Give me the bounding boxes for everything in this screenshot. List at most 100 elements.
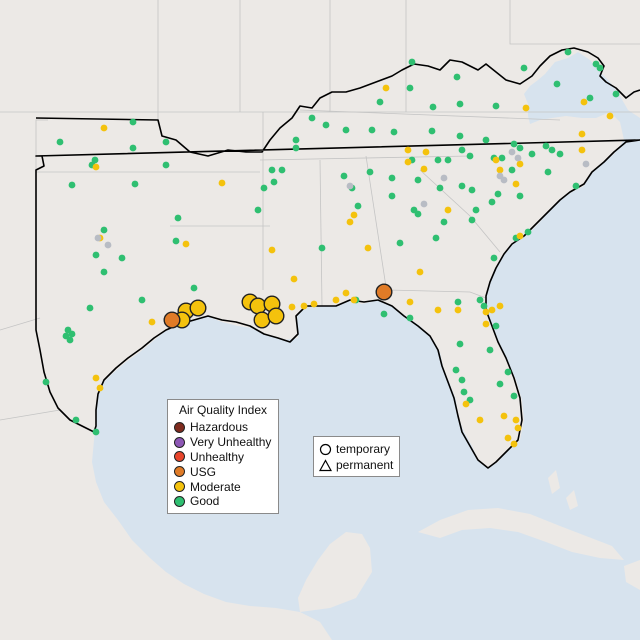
- station-marker[interactable]: [516, 232, 524, 240]
- station-marker[interactable]: [524, 228, 532, 236]
- station-marker[interactable]: [422, 148, 430, 156]
- station-marker[interactable]: [174, 214, 182, 222]
- station-marker[interactable]: [612, 90, 620, 98]
- station-marker[interactable]: [514, 424, 522, 432]
- station-marker[interactable]: [288, 303, 296, 311]
- station-marker[interactable]: [444, 156, 452, 164]
- station-marker[interactable]: [520, 64, 528, 72]
- station-marker[interactable]: [406, 84, 414, 92]
- station-marker[interactable]: [504, 434, 512, 442]
- station-marker[interactable]: [100, 226, 108, 234]
- station-marker[interactable]: [482, 136, 490, 144]
- station-marker[interactable]: [366, 168, 374, 176]
- station-marker[interactable]: [388, 174, 396, 182]
- station-marker[interactable]: [100, 268, 108, 276]
- station-marker[interactable]: [129, 144, 137, 152]
- station-marker[interactable]: [516, 144, 524, 152]
- station-marker[interactable]: [586, 94, 594, 102]
- station-marker[interactable]: [429, 103, 437, 111]
- station-marker[interactable]: [454, 306, 462, 314]
- station-marker[interactable]: [308, 114, 316, 122]
- station-marker[interactable]: [96, 384, 104, 392]
- station-marker[interactable]: [406, 298, 414, 306]
- station-marker[interactable]: [572, 182, 580, 190]
- temporary-monitor-marker[interactable]: [267, 307, 285, 325]
- station-marker[interactable]: [458, 376, 466, 384]
- station-marker[interactable]: [504, 368, 512, 376]
- station-marker[interactable]: [606, 112, 614, 120]
- station-marker[interactable]: [162, 138, 170, 146]
- station-marker[interactable]: [86, 304, 94, 312]
- station-marker[interactable]: [472, 206, 480, 214]
- station-marker[interactable]: [488, 306, 496, 314]
- station-marker[interactable]: [290, 275, 298, 283]
- station-marker[interactable]: [512, 416, 520, 424]
- station-marker[interactable]: [492, 322, 500, 330]
- station-marker[interactable]: [482, 308, 490, 316]
- station-marker[interactable]: [346, 182, 354, 190]
- station-marker[interactable]: [510, 140, 518, 148]
- station-marker[interactable]: [514, 154, 522, 162]
- station-marker[interactable]: [522, 104, 530, 112]
- station-marker[interactable]: [260, 184, 268, 192]
- station-marker[interactable]: [118, 254, 126, 262]
- station-marker[interactable]: [456, 340, 464, 348]
- station-marker[interactable]: [350, 211, 358, 219]
- station-marker[interactable]: [508, 166, 516, 174]
- station-marker[interactable]: [500, 412, 508, 420]
- station-marker[interactable]: [129, 118, 137, 126]
- station-marker[interactable]: [390, 128, 398, 136]
- station-marker[interactable]: [92, 428, 100, 436]
- temporary-monitor-marker[interactable]: [163, 311, 181, 329]
- station-marker[interactable]: [432, 234, 440, 242]
- station-marker[interactable]: [72, 416, 80, 424]
- station-marker[interactable]: [310, 300, 318, 308]
- station-marker[interactable]: [462, 400, 470, 408]
- station-marker[interactable]: [476, 296, 484, 304]
- station-marker[interactable]: [380, 310, 388, 318]
- station-marker[interactable]: [292, 136, 300, 144]
- station-marker[interactable]: [528, 150, 536, 158]
- station-marker[interactable]: [56, 138, 64, 146]
- station-marker[interactable]: [68, 330, 76, 338]
- station-marker[interactable]: [516, 192, 524, 200]
- station-marker[interactable]: [466, 152, 474, 160]
- station-marker[interactable]: [376, 98, 384, 106]
- station-marker[interactable]: [468, 216, 476, 224]
- station-marker[interactable]: [494, 190, 502, 198]
- temporary-monitor-marker[interactable]: [375, 283, 393, 301]
- station-marker[interactable]: [444, 206, 452, 214]
- station-marker[interactable]: [332, 296, 340, 304]
- station-marker[interactable]: [582, 160, 590, 168]
- station-marker[interactable]: [500, 176, 508, 184]
- station-marker[interactable]: [440, 218, 448, 226]
- station-marker[interactable]: [94, 234, 102, 242]
- station-marker[interactable]: [100, 124, 108, 132]
- station-marker[interactable]: [414, 210, 422, 218]
- station-marker[interactable]: [458, 146, 466, 154]
- station-marker[interactable]: [482, 320, 490, 328]
- station-marker[interactable]: [42, 378, 50, 386]
- station-marker[interactable]: [548, 146, 556, 154]
- station-marker[interactable]: [436, 184, 444, 192]
- station-marker[interactable]: [486, 346, 494, 354]
- station-marker[interactable]: [434, 306, 442, 314]
- station-marker[interactable]: [578, 130, 586, 138]
- station-marker[interactable]: [190, 284, 198, 292]
- station-marker[interactable]: [460, 388, 468, 396]
- temporary-monitor-marker[interactable]: [249, 297, 267, 315]
- station-marker[interactable]: [270, 178, 278, 186]
- station-marker[interactable]: [92, 163, 100, 171]
- monitor-stations[interactable]: [42, 48, 620, 448]
- station-marker[interactable]: [580, 98, 588, 106]
- station-marker[interactable]: [268, 166, 276, 174]
- station-marker[interactable]: [456, 132, 464, 140]
- station-marker[interactable]: [346, 218, 354, 226]
- station-marker[interactable]: [382, 84, 390, 92]
- station-marker[interactable]: [364, 244, 372, 252]
- station-marker[interactable]: [68, 181, 76, 189]
- station-marker[interactable]: [292, 144, 300, 152]
- station-marker[interactable]: [414, 176, 422, 184]
- station-marker[interactable]: [92, 374, 100, 382]
